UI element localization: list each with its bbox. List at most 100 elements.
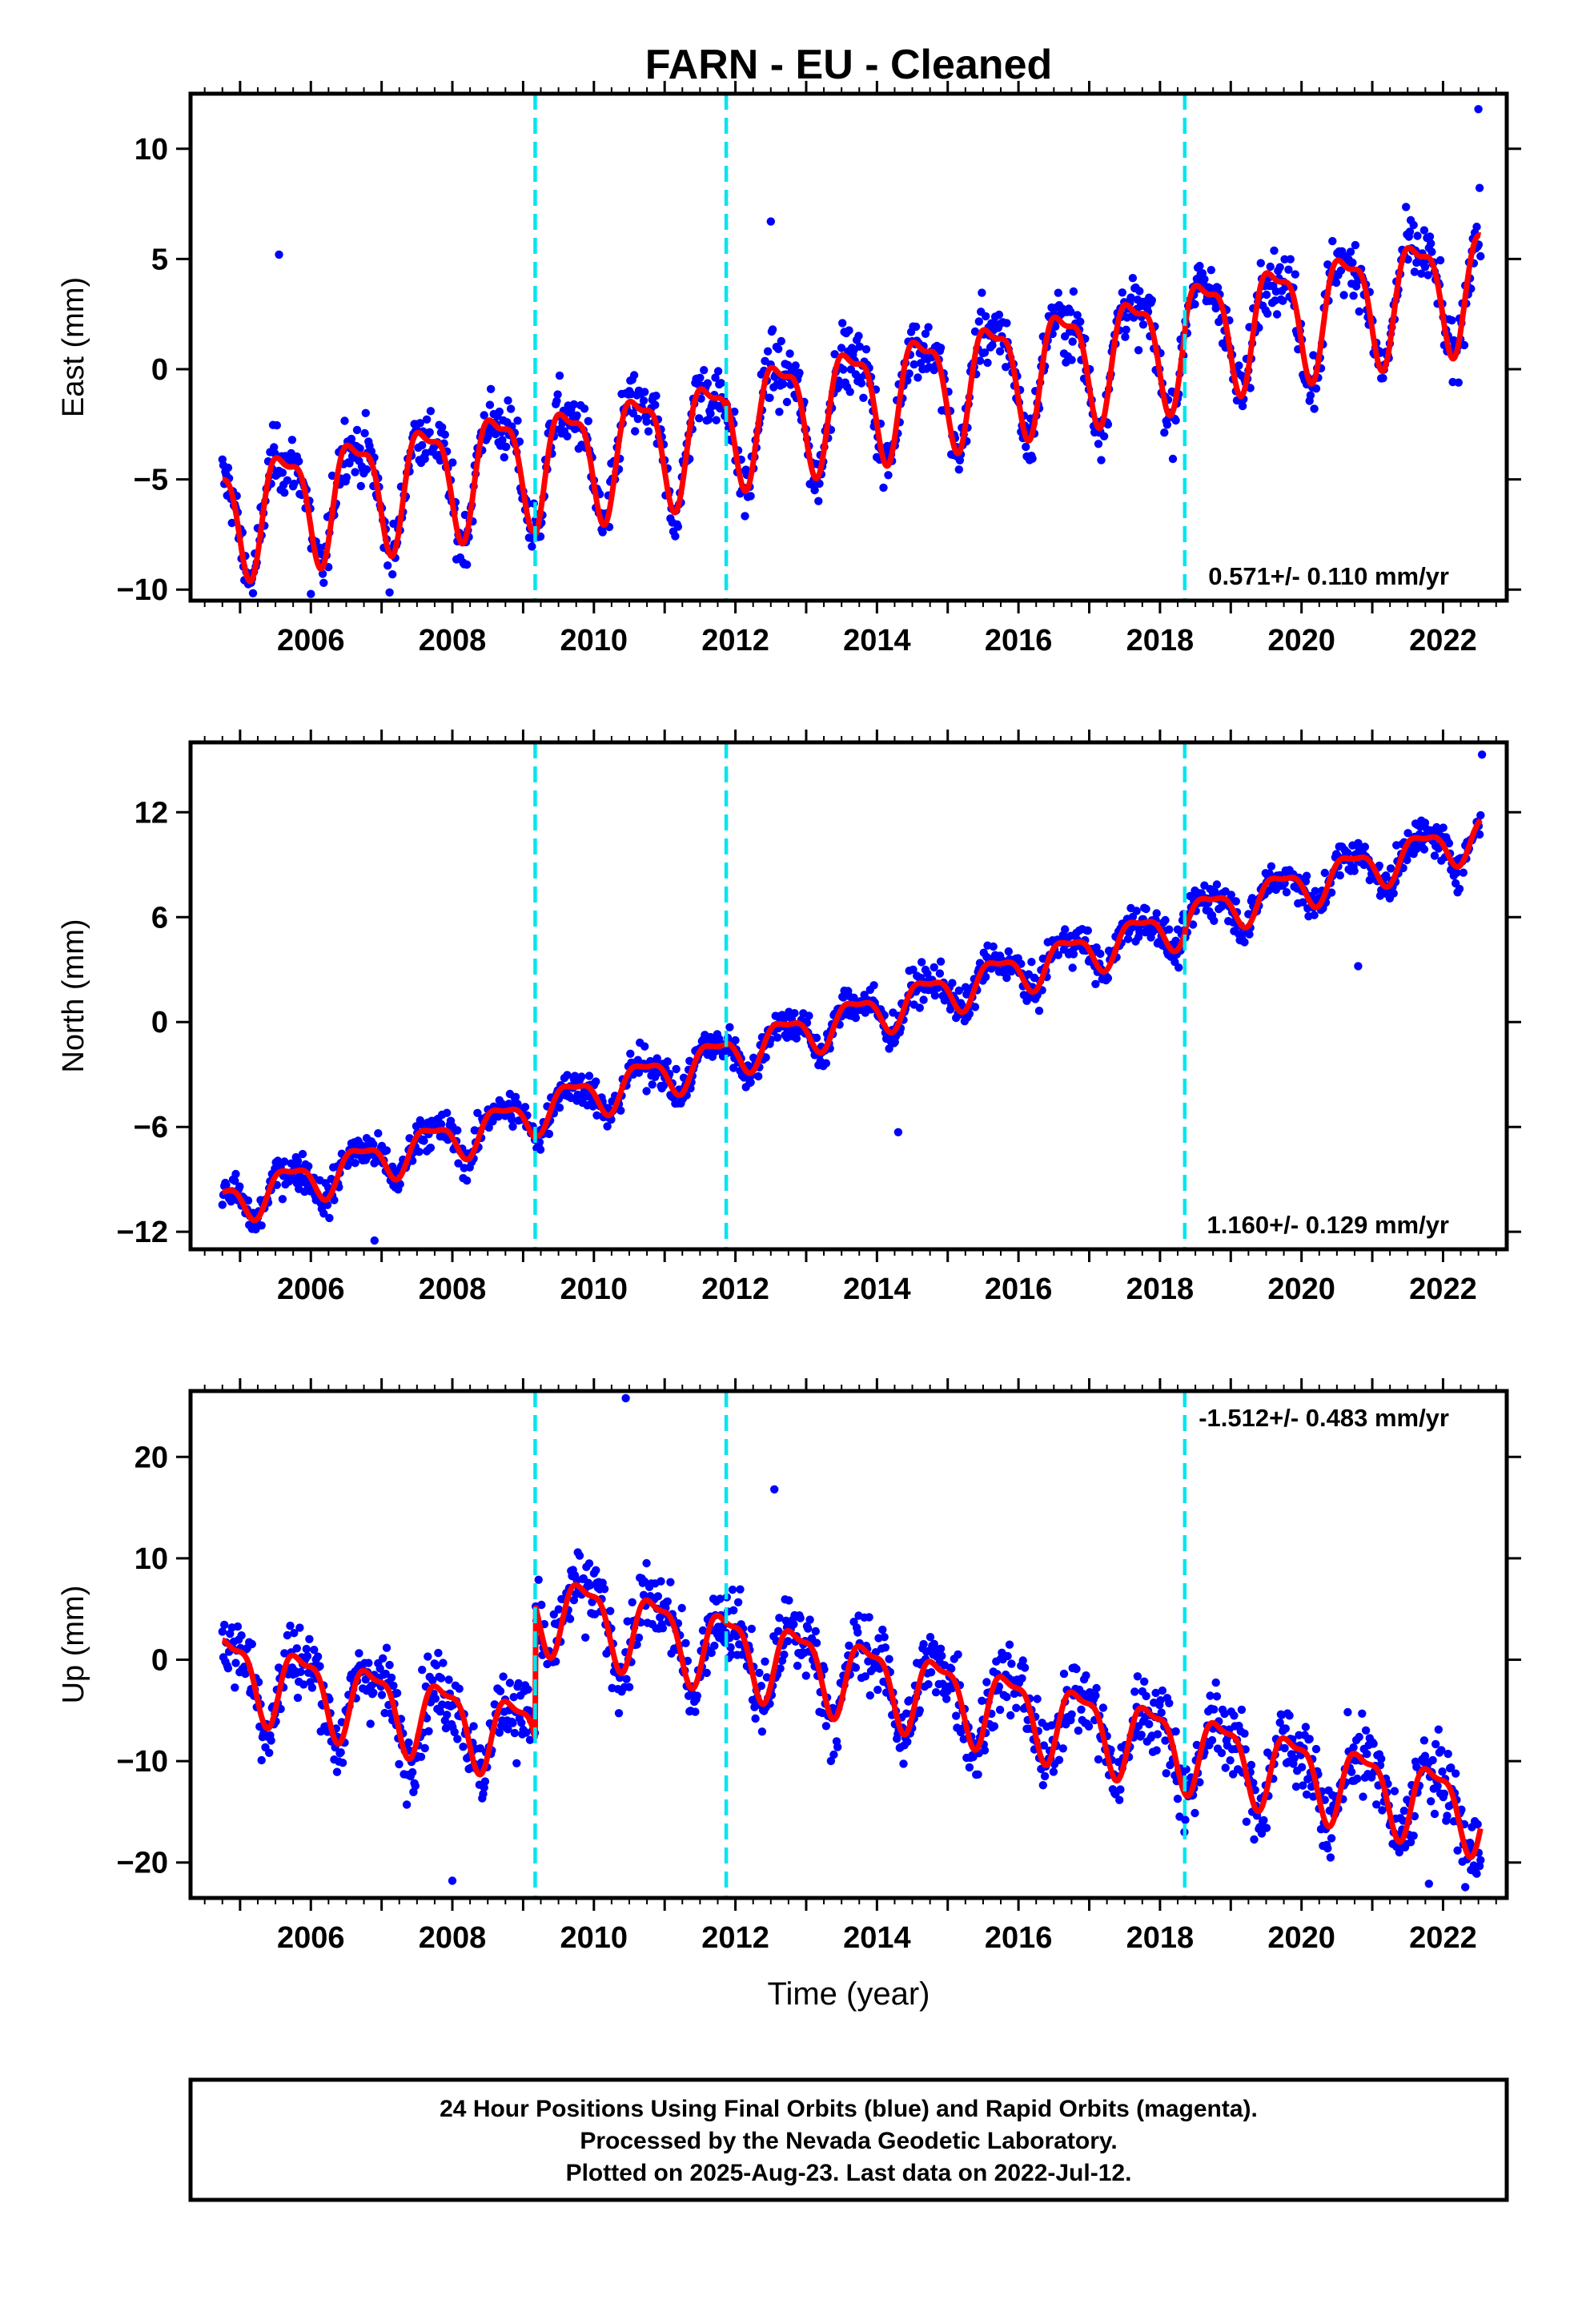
data-point	[885, 1044, 893, 1053]
data-point	[741, 512, 749, 521]
data-point	[1335, 870, 1345, 880]
data-point	[628, 409, 638, 418]
data-point	[980, 1746, 990, 1755]
data-point	[1195, 261, 1204, 271]
data-point	[857, 379, 866, 388]
data-point	[633, 414, 642, 424]
data-point	[1038, 1781, 1048, 1790]
data-point	[830, 350, 839, 359]
data-point	[382, 1146, 391, 1155]
data-point	[598, 528, 607, 537]
data-point	[919, 1639, 928, 1649]
model-fit-line	[220, 1582, 1484, 1860]
data-point	[1420, 818, 1430, 827]
y-tick-label: 10	[135, 1542, 168, 1576]
data-point	[677, 1603, 686, 1613]
data-point	[653, 1592, 663, 1601]
data-point	[1272, 310, 1282, 319]
data-point	[838, 319, 847, 328]
data-point	[784, 1637, 793, 1646]
data-point	[1140, 1677, 1149, 1686]
data-point	[614, 1709, 624, 1718]
data-point	[420, 1743, 429, 1753]
data-point	[227, 1197, 235, 1206]
data-point	[1280, 1743, 1289, 1753]
data-point	[1444, 838, 1454, 848]
data-point	[439, 1659, 448, 1667]
data-point	[924, 323, 933, 332]
data-point	[1476, 251, 1485, 261]
data-point	[1083, 926, 1093, 935]
data-point	[626, 1049, 635, 1059]
data-point	[942, 1695, 951, 1703]
data-point	[865, 1691, 875, 1700]
data-point	[1347, 1767, 1356, 1776]
data-point	[774, 344, 783, 353]
data-point	[1410, 267, 1419, 276]
x-tick-label: 2020	[1267, 1921, 1335, 1955]
data-point	[1097, 456, 1106, 464]
data-point	[592, 1111, 601, 1120]
data-point	[805, 1011, 813, 1020]
x-tick-label: 2018	[1126, 624, 1195, 657]
data-point	[418, 440, 427, 450]
data-point	[1212, 1692, 1222, 1701]
data-point	[885, 1655, 893, 1663]
data-point	[338, 1759, 347, 1767]
data-point	[347, 434, 356, 444]
data-point	[351, 468, 359, 476]
data-point	[1094, 440, 1103, 448]
data-point	[1435, 255, 1445, 265]
data-point	[1054, 1755, 1064, 1764]
data-point	[1122, 325, 1130, 334]
data-point	[1339, 291, 1348, 300]
data-point	[751, 1714, 760, 1723]
footer-line-1: 24 Hour Positions Using Final Orbits (bl…	[440, 2096, 1258, 2122]
data-point	[1310, 911, 1319, 919]
data-point	[336, 1748, 345, 1757]
data-point	[553, 390, 562, 399]
data-point	[283, 1630, 292, 1640]
data-point	[1326, 1853, 1335, 1862]
data-point	[658, 1624, 668, 1633]
data-point	[648, 1080, 656, 1089]
x-tick-label: 2006	[277, 1273, 345, 1306]
data-point	[1168, 454, 1178, 464]
y-tick-label: −12	[117, 1216, 168, 1249]
data-point	[975, 356, 985, 365]
data-point	[1005, 1640, 1014, 1649]
data-point	[1091, 979, 1100, 989]
model-fit-line	[220, 232, 1483, 585]
data-point	[1153, 1730, 1162, 1739]
data-point	[500, 452, 508, 462]
data-point	[1423, 271, 1432, 279]
data-point	[374, 1129, 383, 1138]
data-point	[970, 327, 980, 336]
data-point	[1438, 1767, 1447, 1776]
data-point	[796, 1614, 805, 1622]
data-point	[768, 325, 777, 334]
data-point	[1460, 340, 1469, 350]
data-point	[616, 1106, 625, 1116]
data-point	[1034, 1007, 1044, 1015]
data-point	[1171, 936, 1180, 946]
data-point	[1084, 1722, 1094, 1731]
data-point	[936, 344, 946, 352]
data-point	[757, 1727, 767, 1736]
data-point	[1226, 1756, 1235, 1765]
data-point	[392, 1689, 402, 1698]
data-point	[498, 436, 507, 444]
data-point	[1237, 1705, 1247, 1715]
data-point	[1349, 1743, 1358, 1752]
data-point	[1286, 255, 1295, 263]
data-point	[948, 979, 957, 987]
data-point	[600, 1585, 609, 1594]
data-point	[899, 1759, 908, 1768]
data-point	[1336, 266, 1346, 275]
data-point	[283, 476, 292, 485]
data-point	[422, 415, 432, 424]
data-point	[1191, 1808, 1199, 1818]
data-point	[1133, 1672, 1142, 1681]
data-point	[938, 1651, 946, 1660]
y-axis-label: East (mm)	[57, 277, 90, 417]
